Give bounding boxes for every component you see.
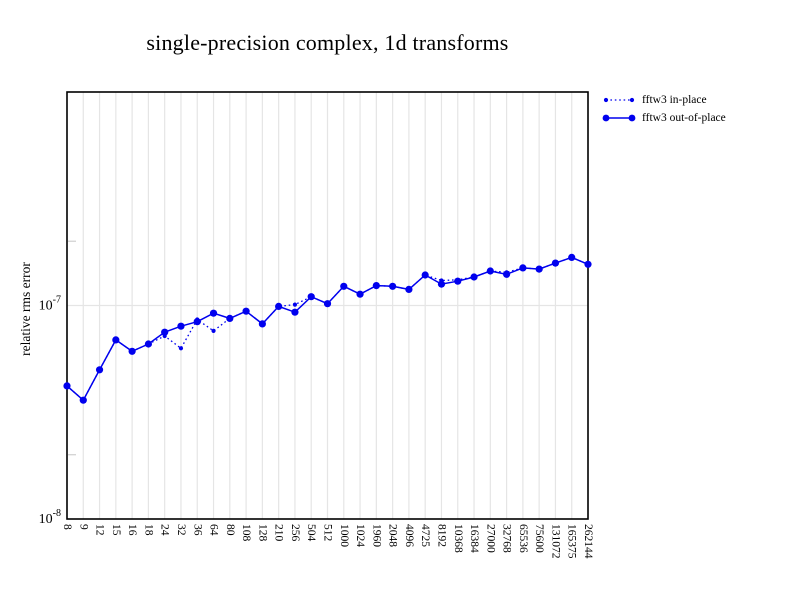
data-point-in-place — [423, 272, 428, 278]
data-point-in-place — [97, 367, 102, 372]
data-point-in-place — [504, 270, 509, 275]
x-tick-label: 128 — [256, 524, 268, 542]
data-point-in-place — [195, 317, 200, 322]
chart-title: single-precision complex, 1d transforms — [146, 30, 509, 55]
x-tick-label: 75600 — [533, 524, 545, 553]
x-tick-label: 16384 — [468, 524, 480, 553]
data-point-in-place — [162, 333, 167, 339]
y-tick-label: 10-7 — [39, 295, 61, 314]
data-point-out-of-place — [291, 308, 299, 316]
x-tick-label: 108 — [240, 524, 252, 542]
x-tick-label: 256 — [289, 524, 301, 542]
legend-label: fftw3 out-of-place — [642, 111, 726, 124]
legend-label: fftw3 in-place — [642, 93, 707, 106]
x-tick-label: 210 — [273, 524, 285, 542]
data-point-in-place — [292, 302, 298, 307]
data-point-in-place — [81, 398, 86, 403]
data-point-in-place — [374, 283, 379, 288]
data-point-in-place — [325, 301, 330, 306]
data-point-in-place — [439, 278, 444, 283]
data-point-in-place — [146, 341, 151, 347]
data-point-in-place — [455, 277, 460, 282]
x-tick-label: 80 — [224, 524, 236, 536]
x-tick-label: 504 — [305, 524, 317, 542]
x-tick-label: 8192 — [435, 524, 447, 547]
data-point-in-place — [585, 262, 591, 267]
legend-item-out-of-place: fftw3 out-of-place — [602, 111, 726, 124]
data-point-out-of-place — [177, 322, 185, 330]
data-point-in-place — [537, 267, 542, 272]
data-point-in-place — [211, 328, 216, 333]
data-point-in-place — [113, 337, 118, 342]
x-tick-label: 24 — [159, 524, 171, 536]
x-tick-label: 12 — [94, 524, 106, 536]
data-point-out-of-place — [209, 309, 218, 317]
data-point-in-place — [227, 316, 232, 321]
x-tick-label: 1024 — [354, 524, 366, 547]
data-point-in-place — [178, 346, 184, 351]
x-tick-label: 2048 — [387, 524, 399, 547]
data-point-in-place — [569, 255, 574, 260]
data-point-in-place — [260, 321, 265, 326]
x-tick-label: 4096 — [403, 524, 415, 547]
legend-item-in-place: fftw3 in-place — [602, 93, 726, 106]
x-tick-label: 10368 — [452, 524, 464, 553]
data-point-in-place — [471, 274, 477, 280]
x-tick-label: 32 — [175, 524, 187, 536]
data-point-out-of-place — [161, 328, 169, 336]
data-point-in-place — [276, 304, 281, 309]
data-point-in-place — [488, 268, 493, 274]
x-tick-label: 32768 — [501, 524, 513, 553]
x-tick-label: 8 — [61, 524, 73, 530]
data-point-in-place — [243, 309, 249, 314]
plot-border — [66, 91, 589, 520]
data-point-out-of-place — [437, 280, 446, 288]
x-tick-label: 65536 — [517, 524, 529, 553]
data-point-in-place — [553, 261, 558, 266]
data-point-in-place — [520, 265, 525, 270]
x-tick-label: 165375 — [566, 524, 578, 559]
x-tick-label: 512 — [322, 524, 334, 542]
data-point-in-place — [309, 294, 314, 299]
data-point-in-place — [357, 292, 363, 297]
data-point-in-place — [406, 287, 412, 292]
x-tick-label: 16 — [126, 524, 138, 536]
data-point-in-place — [341, 284, 346, 289]
data-point-in-place — [130, 349, 135, 354]
data-point-in-place — [64, 383, 70, 388]
x-tick-label: 262144 — [582, 524, 594, 559]
x-tick-label: 64 — [208, 524, 220, 536]
x-tick-label: 131072 — [549, 524, 561, 559]
x-tick-label: 18 — [142, 524, 154, 536]
data-point-in-place — [390, 284, 395, 289]
x-tick-label: 27000 — [484, 524, 496, 553]
x-tick-label: 4725 — [419, 524, 431, 547]
x-tick-label: 36 — [191, 524, 203, 536]
x-tick-label: 1000 — [338, 524, 350, 547]
solid-line-marker-icon — [602, 114, 636, 121]
x-tick-label: 15 — [110, 524, 122, 536]
x-tick-label: 1960 — [370, 524, 382, 547]
legend: fftw3 in-place fftw3 out-of-place — [602, 93, 726, 124]
y-tick-label: 10-8 — [39, 508, 61, 527]
x-tick-label: 9 — [77, 524, 89, 530]
dotted-line-marker-icon — [603, 97, 635, 102]
